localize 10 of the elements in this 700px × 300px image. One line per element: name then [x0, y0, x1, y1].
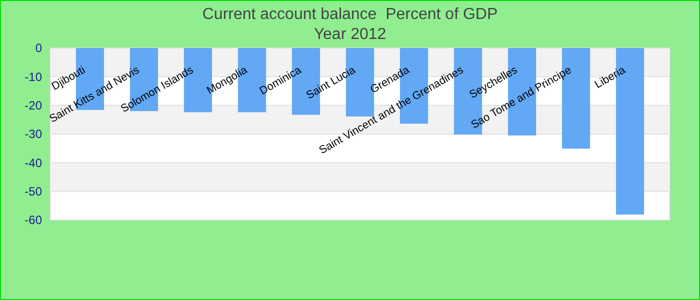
y-tick-label: -20 [24, 98, 42, 113]
chart-subtitle: Year 2012 [314, 26, 386, 43]
x-tick-label: Saint Lucia [304, 64, 358, 102]
chart-title: Current account balance Percent of GDP [202, 6, 498, 23]
y-tick-label: -50 [24, 184, 42, 199]
y-tick-label: -60 [24, 213, 42, 228]
y-tick-label: -40 [24, 156, 42, 170]
y-tick-label: -10 [24, 70, 42, 84]
y-tick-label: -30 [24, 127, 42, 142]
y-tick-label: 0 [35, 41, 42, 56]
